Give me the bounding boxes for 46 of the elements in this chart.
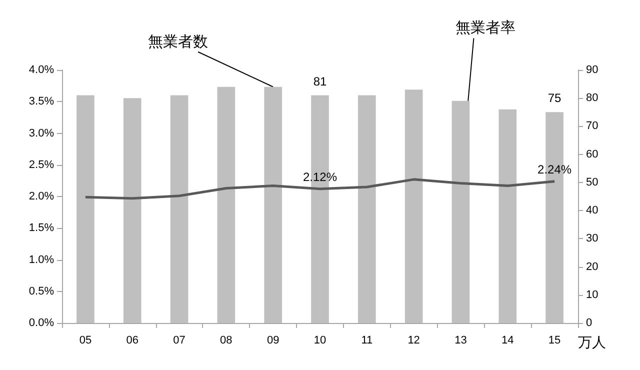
bar	[264, 86, 282, 323]
y2-tick-label: 80	[586, 92, 598, 104]
y2-tick-label: 30	[586, 232, 598, 245]
text: 無業者率	[456, 20, 516, 37]
x-tick-label: 10	[314, 334, 326, 346]
bar	[404, 90, 423, 323]
data-label: 2.24%	[538, 162, 572, 176]
y-tick-label: 1.0%	[28, 254, 54, 266]
y-tick-label: 3.0%	[28, 127, 54, 140]
y2-axis-title: 万人	[578, 334, 606, 350]
y-tick-label: 0.5%	[28, 285, 54, 298]
bar	[452, 100, 470, 323]
x-tick-label: 08	[220, 334, 232, 346]
bar	[498, 109, 517, 323]
x-tick-label: 12	[408, 334, 420, 346]
y2-tick-label: 70	[586, 120, 598, 132]
y2-tick-label: 60	[586, 148, 598, 160]
x-tick-label: 13	[454, 334, 467, 346]
data-label: 81	[313, 74, 327, 88]
data-label: 75	[548, 91, 562, 106]
data-label: 2.12%	[302, 170, 338, 184]
bar	[170, 95, 188, 323]
x-tick-label: 11	[361, 334, 373, 346]
y-tick-label: 2.5%	[28, 158, 54, 171]
x-tick-label: 07	[173, 334, 186, 346]
bar	[358, 95, 376, 323]
y2-tick-label: 50	[586, 176, 598, 188]
y2-tick-label: 20	[586, 260, 598, 273]
y-tick-label: 3.5%	[28, 96, 54, 108]
y2-tick-label: 40	[586, 204, 598, 217]
bar	[217, 86, 236, 323]
x-tick-label: 06	[126, 334, 138, 346]
y-tick-label: 0.0%	[28, 317, 54, 329]
y-tick-label: 4.0%	[28, 64, 54, 76]
y2-tick-label: 90	[586, 64, 598, 76]
x-tick-label: 14	[502, 334, 514, 346]
bar	[76, 95, 94, 323]
x-tick-label: 09	[266, 334, 280, 346]
y2-tick-label: 0	[586, 317, 592, 329]
text: 無業者数	[148, 33, 208, 50]
x-tick-label: 05	[79, 334, 92, 346]
bar	[123, 98, 142, 323]
y-tick-label: 2.0%	[28, 190, 54, 202]
y2-tick-label: 10	[586, 288, 598, 301]
y-tick-label: 1.5%	[28, 222, 54, 234]
x-tick-label: 15	[548, 334, 561, 346]
